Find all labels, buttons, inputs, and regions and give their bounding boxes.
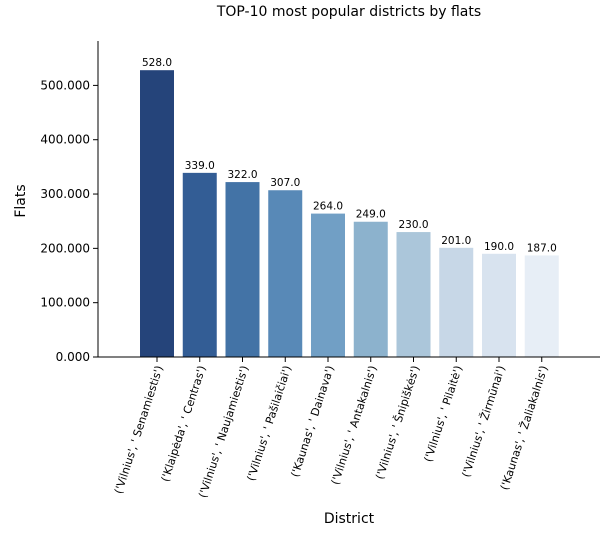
bar [268,190,303,357]
y-tick-label: 500.000 [40,78,90,92]
x-tick-label: ('Vilnius', ' Senamiestis') [112,364,166,496]
chart-title: TOP-10 most popular districts by flats [216,4,481,20]
y-tick-label: 200.000 [40,241,90,255]
x-tick-label: ('Vilnius', ' Naujamiestis') [196,364,251,500]
bar-value-labels: 528.0 339.0 322.0 307.0 264.0 249.0 230.0 201.0… [142,57,557,254]
y-axis-ticks: 0.000 100.000 200.000 300.000 400.000 500.000 [40,78,98,364]
x-tick-label: ('Kaunas', ' Dainava') [288,364,336,479]
bar-value-label: 307.0 [270,177,300,189]
bar-value-label: 249.0 [356,209,386,221]
bar-value-label: 187.0 [527,242,557,254]
x-tick-label: ('Klaipėda', ' Centras') [159,364,209,484]
bar-value-label: 528.0 [142,57,172,69]
y-tick-label: 0.000 [56,350,90,364]
bar [524,255,559,357]
bar [311,213,345,357]
bar-value-label: 339.0 [185,160,215,172]
bar-value-label: 322.0 [227,169,257,181]
y-tick-label: 100.000 [40,296,90,310]
bar [439,247,474,357]
x-tick-label: ('Vilnius', ' Pašilaičiai') [244,364,294,483]
bar [140,70,174,357]
y-tick-label: 300.000 [40,187,90,201]
bar [396,232,431,357]
bar [182,172,217,357]
x-tick-label: ('Vilnius', ' Šnipiškės') [373,364,422,481]
bar [482,253,516,357]
x-axis-title: District [324,511,375,527]
y-axis-title: Flats [13,184,29,217]
x-tick-label: ('Vilnius', ' Antakalnis') [329,364,380,486]
bar [225,182,260,357]
bar [353,221,388,357]
y-tick-label: 400.000 [40,133,90,147]
bar-value-label: 264.0 [313,201,343,213]
bar-value-label: 230.0 [398,219,428,231]
bar-value-label: 190.0 [484,241,514,253]
x-tick-label: ('Kaunas', ' Žaliakalnis') [498,364,551,492]
x-axis-tick-labels: ('Vilnius', ' Senamiestis')('Klaipėda', … [112,357,551,500]
bar-value-label: 201.0 [441,235,471,247]
x-tick-label: ('Vilnius', ' Žirmūnai') [459,364,507,479]
bars [140,70,559,357]
x-tick-label: ('Vilnius', ' Pilaitė') [422,364,465,464]
